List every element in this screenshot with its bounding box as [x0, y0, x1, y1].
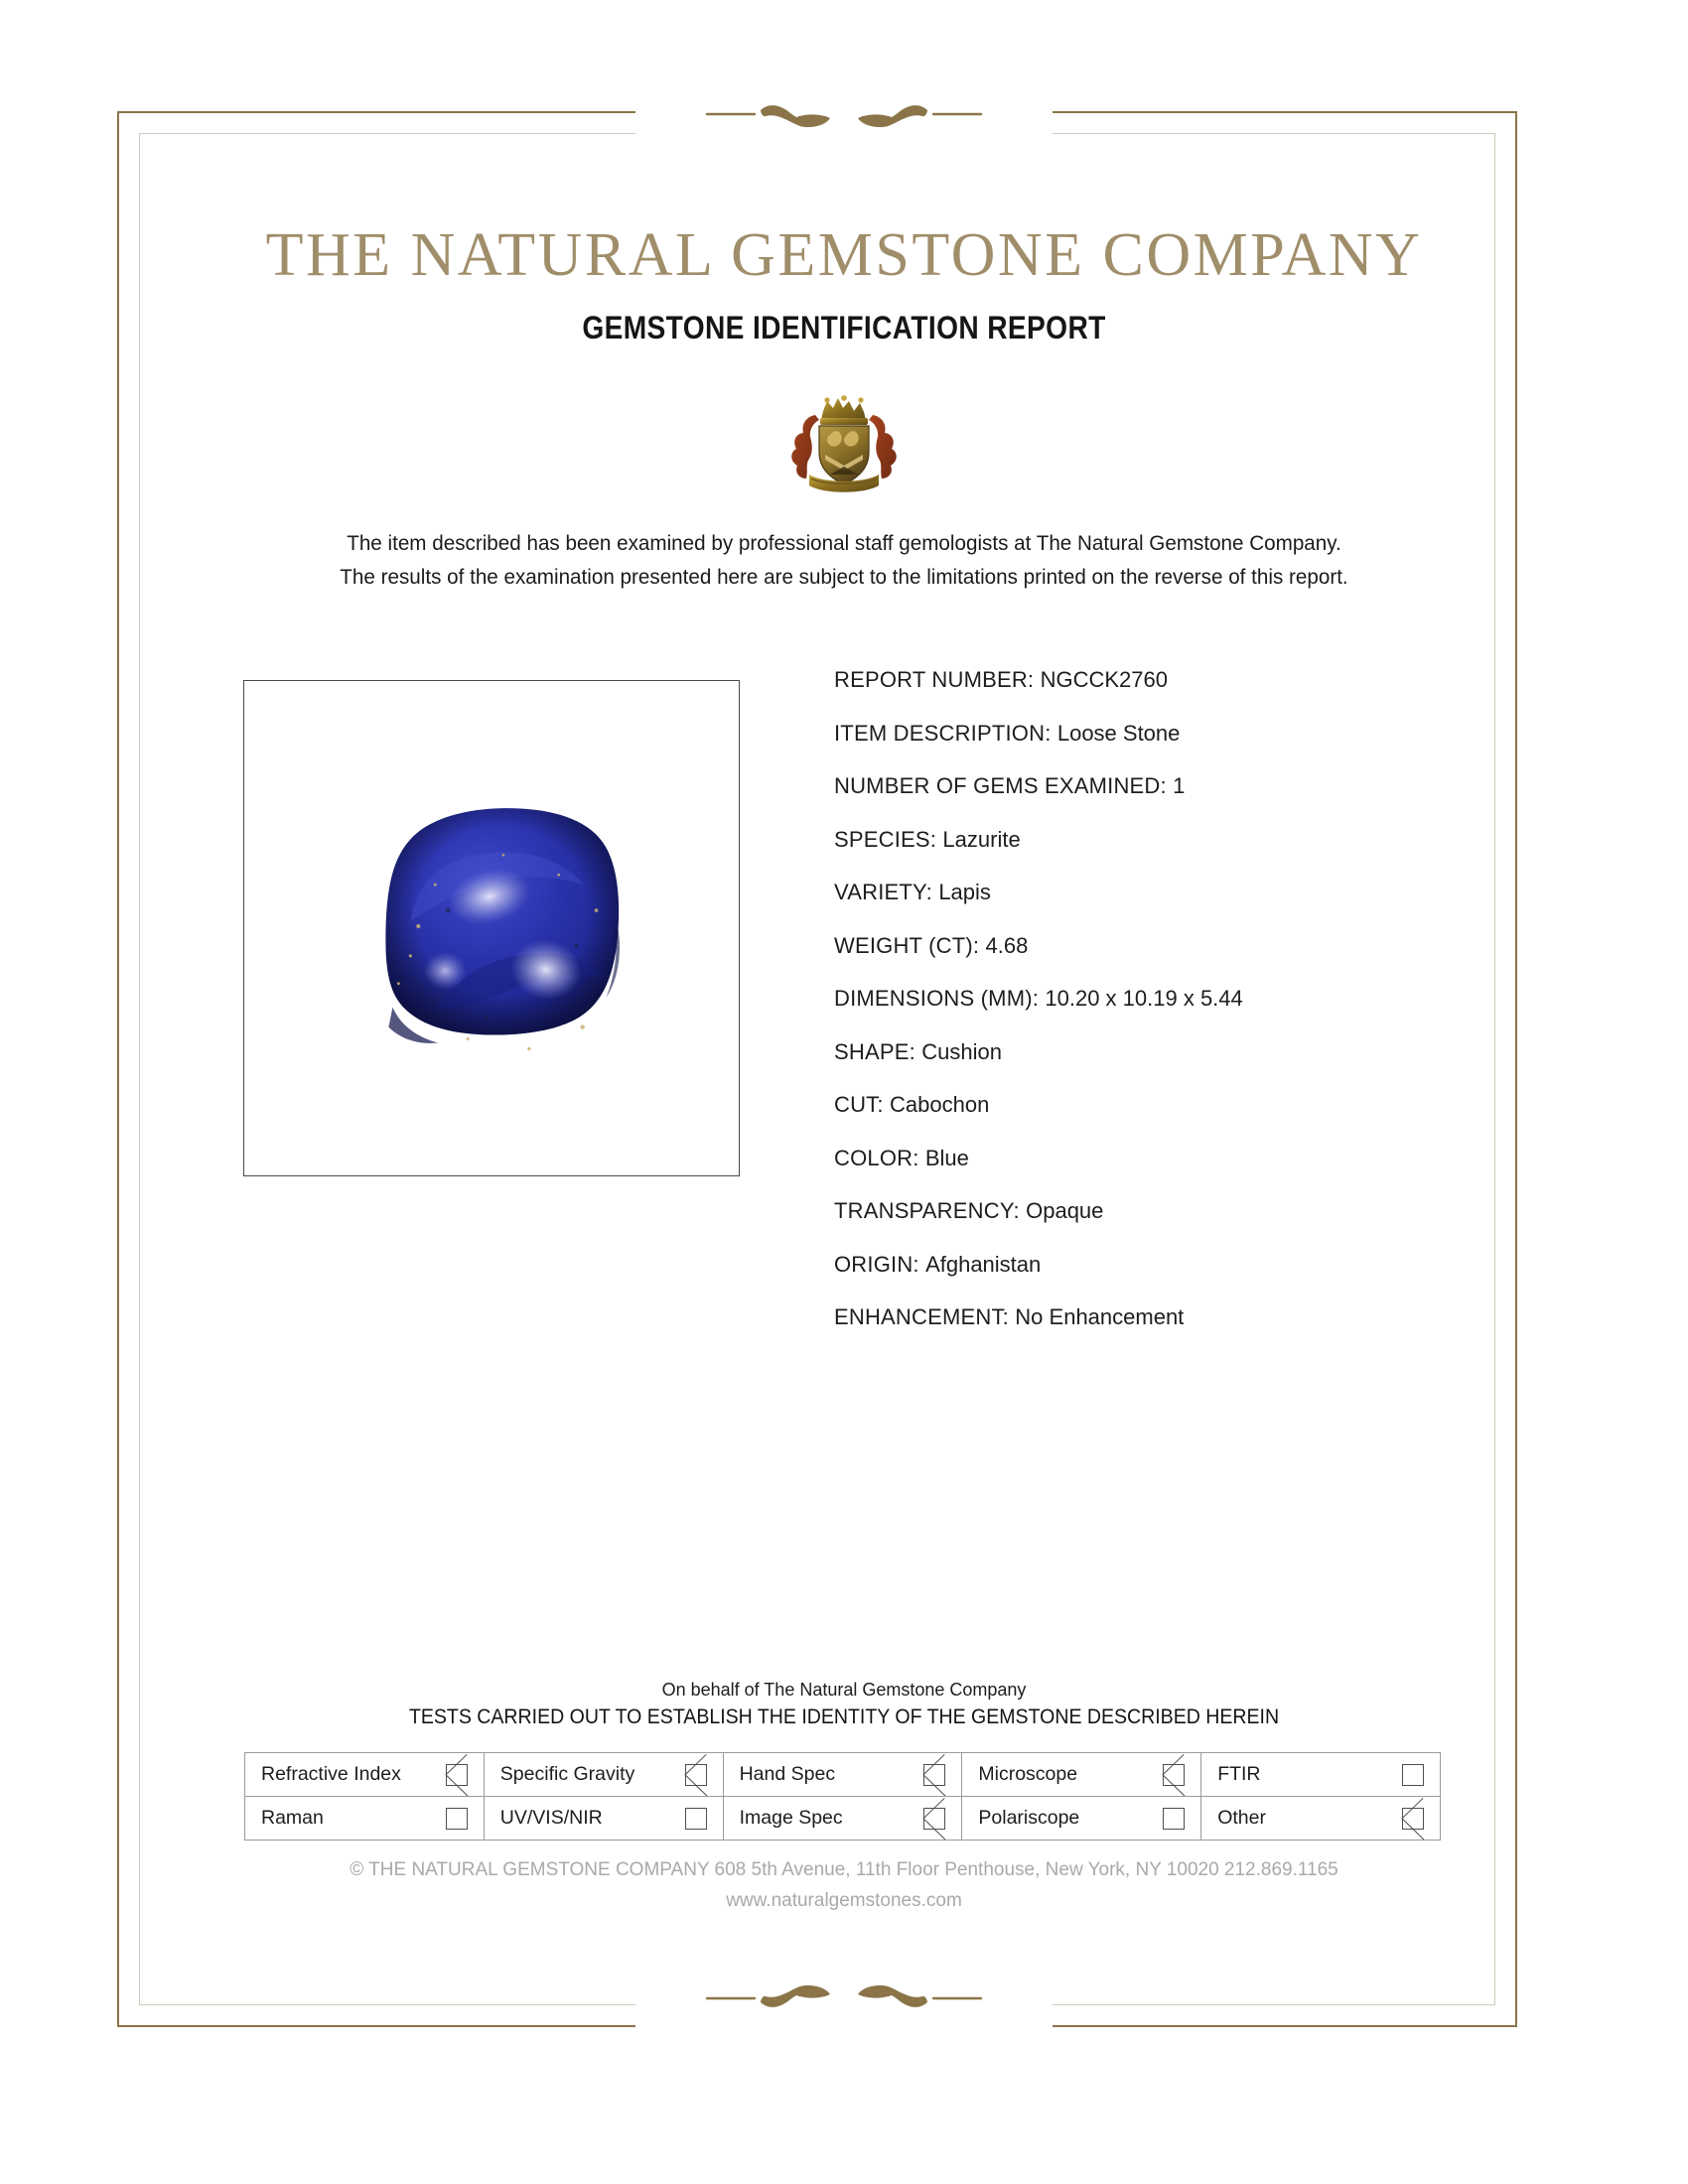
flourish-icon — [705, 1984, 983, 2007]
field-value: Cushion — [921, 1038, 1002, 1064]
test-cell-polariscope[interactable]: Polariscope — [961, 1796, 1202, 1841]
tests-heading: TESTS CARRIED OUT TO ESTABLISH THE IDENT… — [408, 1706, 1280, 1728]
test-cell-ftir[interactable]: FTIR — [1200, 1752, 1441, 1797]
field-value: Lazurite — [942, 826, 1021, 852]
test-checkbox-raman[interactable] — [445, 1807, 468, 1830]
test-checkbox-microscope[interactable] — [1163, 1763, 1186, 1786]
test-checkbox-hand-spec[interactable] — [923, 1763, 946, 1786]
ornament-top — [635, 85, 1053, 139]
field-label: VARIETY: — [834, 880, 939, 904]
ornament-bottom — [635, 1974, 1053, 2027]
test-cell-microscope[interactable]: Microscope — [961, 1752, 1202, 1797]
test-cell-other[interactable]: Other — [1200, 1796, 1441, 1841]
gem-detail-fields: REPORT NUMBER: NGCCK2760 ITEM DESCRIPTIO… — [834, 667, 1450, 1358]
test-cell-uv-vis-nir[interactable]: UV/VIS/NIR — [483, 1796, 724, 1841]
test-checkbox-refractive-index[interactable] — [445, 1763, 468, 1786]
footer: © THE NATURAL GEMSTONE COMPANY 608 5th A… — [0, 1854, 1688, 1916]
report-subtitle: GEMSTONE IDENTIFICATION REPORT — [582, 310, 1106, 345]
table-row: Raman UV/VIS/NIR Image Spec — [244, 1796, 1441, 1841]
field-value: Blue — [924, 1145, 969, 1170]
field-value: No Enhancement — [1015, 1304, 1185, 1329]
field-label: COLOR: — [834, 1145, 925, 1170]
field-value: Lapis — [938, 880, 991, 904]
field-variety: VARIETY: Lapis — [834, 880, 1450, 905]
test-label: UV/VIS/NIR — [499, 1807, 603, 1829]
footer-address: © THE NATURAL GEMSTONE COMPANY 608 5th A… — [350, 1859, 1338, 1880]
field-label: ORIGIN: — [834, 1251, 926, 1277]
on-behalf-text: On behalf of The Natural Gemstone Compan… — [661, 1680, 1027, 1700]
test-checkbox-specific-gravity[interactable] — [684, 1763, 707, 1786]
test-checkbox-other[interactable] — [1402, 1807, 1424, 1830]
gemstone-photo — [244, 681, 739, 1175]
field-label: ENHANCEMENT: — [834, 1304, 1016, 1329]
test-checkbox-uv-vis-nir[interactable] — [684, 1807, 707, 1830]
field-transparency: TRANSPARENCY: Opaque — [834, 1198, 1450, 1224]
field-value: NGCCK2760 — [1040, 667, 1168, 692]
field-label: CUT: — [834, 1092, 890, 1117]
test-label: Polariscope — [978, 1807, 1080, 1829]
field-weight: WEIGHT (CT): 4.68 — [834, 933, 1450, 959]
field-color: COLOR: Blue — [834, 1146, 1450, 1171]
test-label: Other — [1217, 1807, 1266, 1829]
test-label: FTIR — [1217, 1763, 1261, 1785]
footer-website[interactable]: www.naturalgemstones.com — [726, 1890, 962, 1911]
test-checkbox-ftir[interactable] — [1402, 1763, 1424, 1786]
tests-table: Refractive Index Specific Gravity Hand S… — [244, 1752, 1441, 1841]
field-value: 4.68 — [985, 932, 1029, 958]
test-label: Hand Spec — [739, 1763, 836, 1785]
test-checkbox-polariscope[interactable] — [1163, 1807, 1186, 1830]
company-crest-icon — [785, 389, 903, 494]
test-label: Microscope — [978, 1763, 1078, 1785]
gemstone-image-frame — [243, 680, 740, 1176]
test-label: Refractive Index — [261, 1763, 401, 1785]
test-cell-specific-gravity[interactable]: Specific Gravity — [483, 1752, 724, 1797]
field-value: 10.20 x 10.19 x 5.44 — [1045, 986, 1243, 1011]
field-label: TRANSPARENCY: — [834, 1198, 1027, 1223]
test-cell-raman[interactable]: Raman — [244, 1796, 485, 1841]
field-label: REPORT NUMBER: — [834, 667, 1041, 692]
field-value: Cabochon — [890, 1092, 990, 1117]
field-value: Loose Stone — [1056, 720, 1181, 746]
test-label: Specific Gravity — [499, 1763, 635, 1785]
field-shape: SHAPE: Cushion — [834, 1039, 1450, 1065]
field-label: WEIGHT (CT): — [834, 932, 986, 958]
company-title: THE NATURAL GEMSTONE COMPANY — [265, 221, 1423, 289]
field-cut: CUT: Cabochon — [834, 1092, 1450, 1118]
field-origin: ORIGIN: Afghanistan — [834, 1252, 1450, 1278]
test-cell-refractive-index[interactable]: Refractive Index — [244, 1752, 485, 1797]
test-label: Image Spec — [739, 1807, 843, 1829]
field-label: NUMBER OF GEMS EXAMINED: — [834, 773, 1174, 798]
field-label: ITEM DESCRIPTION: — [834, 720, 1057, 746]
field-label: SHAPE: — [834, 1038, 922, 1064]
test-cell-image-spec[interactable]: Image Spec — [722, 1796, 963, 1841]
flourish-icon — [705, 105, 983, 128]
field-dimensions: DIMENSIONS (MM): 10.20 x 10.19 x 5.44 — [834, 986, 1450, 1012]
table-row: Refractive Index Specific Gravity Hand S… — [244, 1752, 1441, 1797]
intro-paragraph: The item described has been examined by … — [34, 526, 1654, 594]
field-label: SPECIES: — [834, 826, 943, 852]
test-checkbox-image-spec[interactable] — [923, 1807, 946, 1830]
field-value: Afghanistan — [925, 1251, 1042, 1277]
field-species: SPECIES: Lazurite — [834, 827, 1450, 853]
field-report-number: REPORT NUMBER: NGCCK2760 — [834, 667, 1450, 693]
field-value: Opaque — [1026, 1198, 1104, 1223]
field-item-description: ITEM DESCRIPTION: Loose Stone — [834, 721, 1450, 747]
field-number-of-gems-examined: NUMBER OF GEMS EXAMINED: 1 — [834, 773, 1450, 799]
field-label: DIMENSIONS (MM): — [834, 986, 1046, 1011]
field-value: 1 — [1173, 773, 1186, 798]
test-label: Raman — [261, 1807, 324, 1829]
intro-line-2: The results of the examination presented… — [340, 565, 1348, 589]
intro-line-1: The item described has been examined by … — [347, 531, 1341, 555]
test-cell-hand-spec[interactable]: Hand Spec — [722, 1752, 963, 1797]
field-enhancement: ENHANCEMENT: No Enhancement — [834, 1304, 1450, 1330]
